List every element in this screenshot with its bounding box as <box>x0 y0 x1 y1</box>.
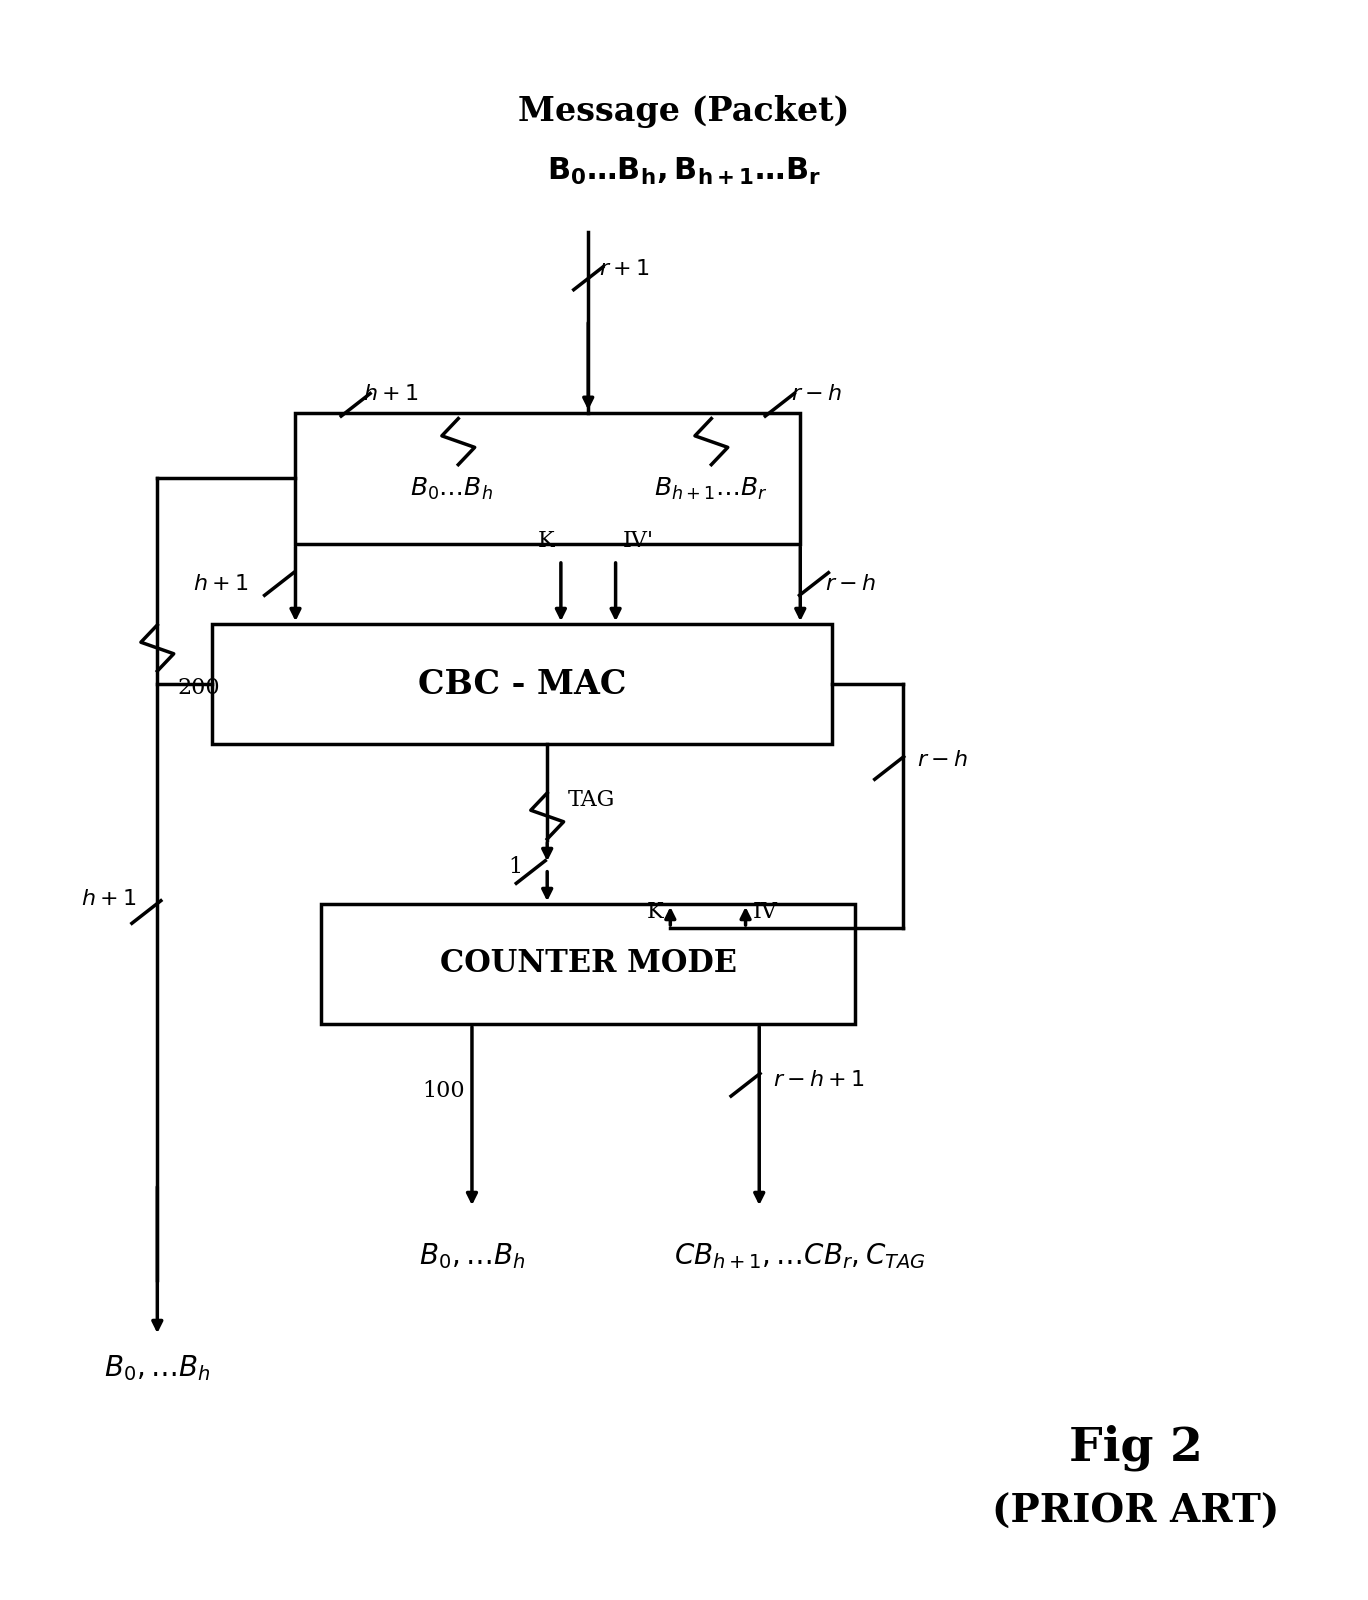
Text: K: K <box>538 530 554 552</box>
Bar <box>295 413 800 544</box>
Text: TAG: TAG <box>568 789 616 811</box>
Text: $h+1$: $h+1$ <box>363 382 419 405</box>
Text: $r-h$: $r-h$ <box>825 573 876 595</box>
Text: Fig 2: Fig 2 <box>1068 1424 1202 1472</box>
Text: 100: 100 <box>423 1080 465 1102</box>
Text: COUNTER MODE: COUNTER MODE <box>439 949 737 979</box>
Text: $B_{h+1}\ldots B_r$: $B_{h+1}\ldots B_r$ <box>654 475 769 502</box>
Text: K: K <box>647 901 663 923</box>
Text: $CB_{h+1},\ldots CB_r, C_{TAG}$: $CB_{h+1},\ldots CB_r, C_{TAG}$ <box>674 1242 926 1270</box>
Text: IV': IV' <box>622 530 654 552</box>
Text: $h+1$: $h+1$ <box>81 888 137 910</box>
Text: CBC - MAC: CBC - MAC <box>417 667 627 701</box>
Text: $B_0,\ldots B_h$: $B_0,\ldots B_h$ <box>104 1354 211 1382</box>
Bar <box>321 904 855 1024</box>
Text: $r-h$: $r-h$ <box>917 749 967 771</box>
Text: 200: 200 <box>178 677 220 699</box>
Text: $r-h$: $r-h$ <box>791 382 841 405</box>
Text: (PRIOR ART): (PRIOR ART) <box>992 1493 1279 1531</box>
Bar <box>212 624 832 744</box>
Text: $B_0\ldots B_h$: $B_0\ldots B_h$ <box>410 475 492 502</box>
Text: $r-h+1$: $r-h+1$ <box>773 1069 865 1091</box>
Text: IV: IV <box>752 901 777 923</box>
Text: $\mathbf{B_0\ldots B_h, B_{h+1}\ldots B_r}$: $\mathbf{B_0\ldots B_h, B_{h+1}\ldots B_… <box>547 155 821 187</box>
Text: Message (Packet): Message (Packet) <box>518 96 850 128</box>
Text: $B_0,\ldots B_h$: $B_0,\ldots B_h$ <box>419 1242 525 1270</box>
Text: $r+1$: $r+1$ <box>599 258 650 280</box>
Text: 1: 1 <box>509 856 523 878</box>
Text: $h+1$: $h+1$ <box>193 573 249 595</box>
